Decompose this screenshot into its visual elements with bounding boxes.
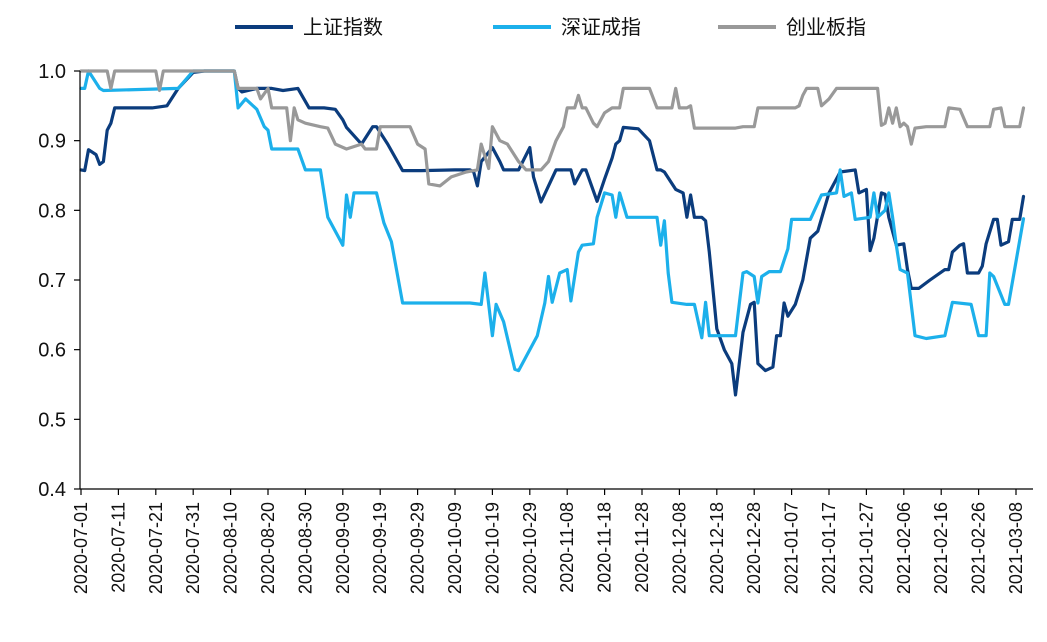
legend: 上证指数 深证成指 创业板指 [235, 15, 866, 39]
x-tick-label: 2020-07-21 [146, 502, 166, 594]
x-tick-label: 2020-12-18 [707, 502, 727, 594]
legend-label-3: 创业板指 [786, 15, 866, 39]
x-tick-label: 2021-02-26 [969, 502, 989, 594]
x-tick-label: 2020-11-18 [595, 502, 615, 593]
legend-label-2: 深证成指 [561, 15, 641, 39]
x-tick-label: 2020-07-11 [108, 502, 128, 593]
y-tick-label: 0.7 [38, 270, 66, 292]
x-tick-label: 2020-10-29 [520, 502, 540, 594]
x-tick-label: 2020-11-28 [632, 502, 652, 593]
x-tick-label: 2021-02-06 [894, 502, 914, 594]
x-tick-label: 2020-08-20 [258, 502, 278, 594]
y-ticks: 1.0 0.9 0.8 0.7 0.6 0.5 0.4 [38, 61, 80, 501]
x-tick-label: 2021-03-08 [1006, 502, 1026, 594]
x-tick-label: 2020-08-30 [295, 502, 315, 594]
y-tick-label: 0.9 [38, 131, 66, 153]
legend-label-1: 上证指数 [303, 15, 383, 39]
x-ticks: 2020-07-01 2020-07-11 2020-07-21 2020-07-31… [71, 489, 1026, 594]
x-tick-label: 2020-11-08 [557, 502, 577, 593]
y-tick-label: 0.6 [38, 340, 66, 362]
x-tick-label: 2020-07-31 [183, 502, 203, 594]
x-tick-label: 2020-09-29 [408, 502, 428, 594]
x-tick-label: 2020-12-28 [744, 502, 764, 594]
y-tick-label: 0.4 [38, 479, 66, 501]
x-tick-label: 2020-10-19 [482, 502, 502, 594]
x-tick-label: 2021-02-16 [931, 502, 951, 594]
x-tick-label: 2020-10-09 [445, 502, 465, 594]
series-layer [79, 69, 1026, 397]
x-tick-label: 2020-07-01 [71, 502, 91, 594]
x-tick-label: 2020-08-10 [221, 502, 241, 594]
x-tick-label: 2021-01-27 [856, 502, 876, 594]
series-line-2 [79, 69, 1026, 373]
x-tick-label: 2020-09-09 [333, 502, 353, 594]
x-tick-label: 2021-01-07 [782, 502, 802, 594]
y-tick-label: 1.0 [38, 61, 66, 83]
x-tick-label: 2021-01-17 [819, 502, 839, 594]
series-line-1 [79, 69, 1026, 397]
y-tick-label: 0.5 [38, 409, 66, 431]
x-tick-label: 2020-09-19 [370, 502, 390, 594]
series-line-3 [79, 69, 1026, 188]
y-tick-label: 0.8 [38, 200, 66, 222]
x-tick-label: 2020-12-08 [669, 502, 689, 594]
